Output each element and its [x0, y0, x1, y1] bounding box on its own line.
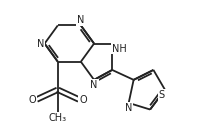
- Text: NH: NH: [112, 44, 127, 54]
- Text: N: N: [77, 15, 85, 25]
- Text: O: O: [79, 95, 87, 105]
- Text: CH₃: CH₃: [49, 113, 67, 123]
- Text: O: O: [29, 95, 36, 105]
- Text: N: N: [37, 39, 45, 49]
- Text: N: N: [90, 80, 98, 90]
- Text: N: N: [125, 103, 132, 113]
- Text: S: S: [159, 90, 165, 100]
